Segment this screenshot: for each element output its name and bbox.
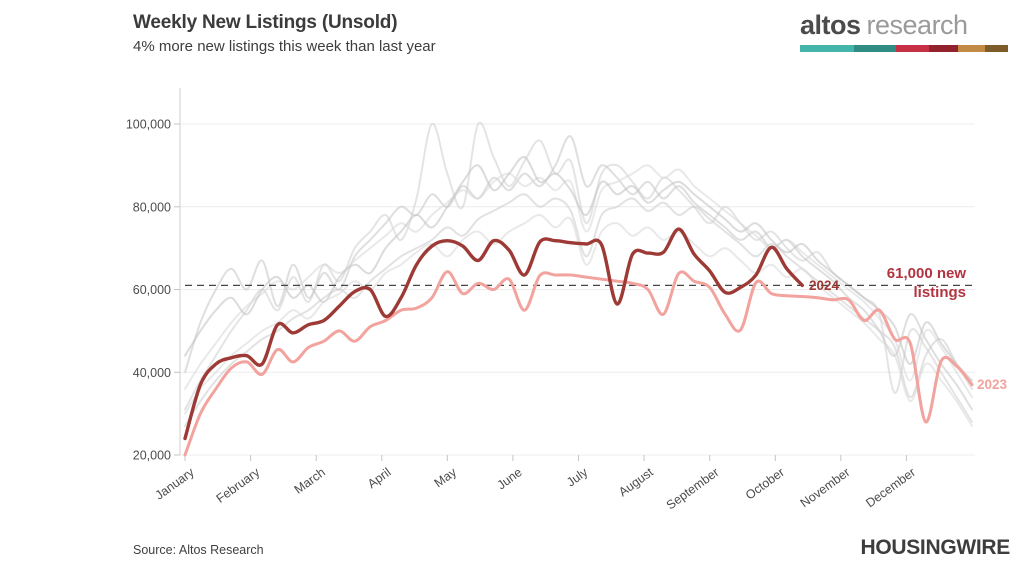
y-tick-label: 20,000 [133,449,171,463]
x-tick-label: December [863,465,918,510]
logo-stripe-segment [895,45,929,52]
logo-stripe-segment [985,45,1008,52]
logo-color-stripe [800,45,1008,52]
y-tick-label: 100,000 [126,118,171,132]
y-tick-label: 60,000 [133,283,171,297]
logo-brand-research: research [866,10,969,40]
x-tick-label: September [664,465,722,512]
series-label-2023: 2023 [977,377,1008,392]
x-tick-label: August [616,465,656,500]
series-label-2024: 2024 [809,278,840,293]
x-tick-label: January [153,465,198,503]
chart-subtitle: 4% more new listings this week than last… [133,38,436,55]
logo-stripe-segment [854,45,896,52]
series-line-2023 [183,270,974,457]
altos-research-wordmark: altos research [800,10,1010,41]
logo-stripe-segment [958,45,986,52]
series-line-2024 [183,227,804,441]
logo-brand-altos: altos [800,10,861,40]
reference-line-annotation: 61,000 new listings [886,265,966,301]
y-tick-label: 40,000 [133,366,171,380]
series-line-prior-year-3 [184,164,973,399]
x-tick-label: April [365,465,393,491]
x-tick-label: March [292,465,328,497]
series-line-prior-year-6 [184,213,973,427]
source-note: Source: Altos Research [133,543,264,557]
x-tick-label: November [798,465,853,510]
series-line-prior-year-2 [184,135,973,411]
x-tick-label: July [564,465,591,490]
chart-title: Weekly New Listings (Unsold) [133,12,398,33]
altos-research-logo: altos research [800,10,1010,52]
housingwire-logo: HOUSINGWIRE [860,536,1010,559]
y-tick-label: 80,000 [133,200,171,214]
logo-stripe-segment [800,45,855,52]
x-tick-label: February [214,465,263,506]
x-tick-label: June [495,465,525,492]
x-tick-label: October [743,465,787,502]
series-line-prior-year-5 [184,156,973,382]
logo-stripe-segment [928,45,959,52]
title-block: Weekly New Listings (Unsold) 4% more new… [133,12,436,55]
x-tick-label: May [432,465,460,491]
series-line-prior-year-4 [184,193,973,427]
series-line-prior-year-1 [184,121,973,423]
